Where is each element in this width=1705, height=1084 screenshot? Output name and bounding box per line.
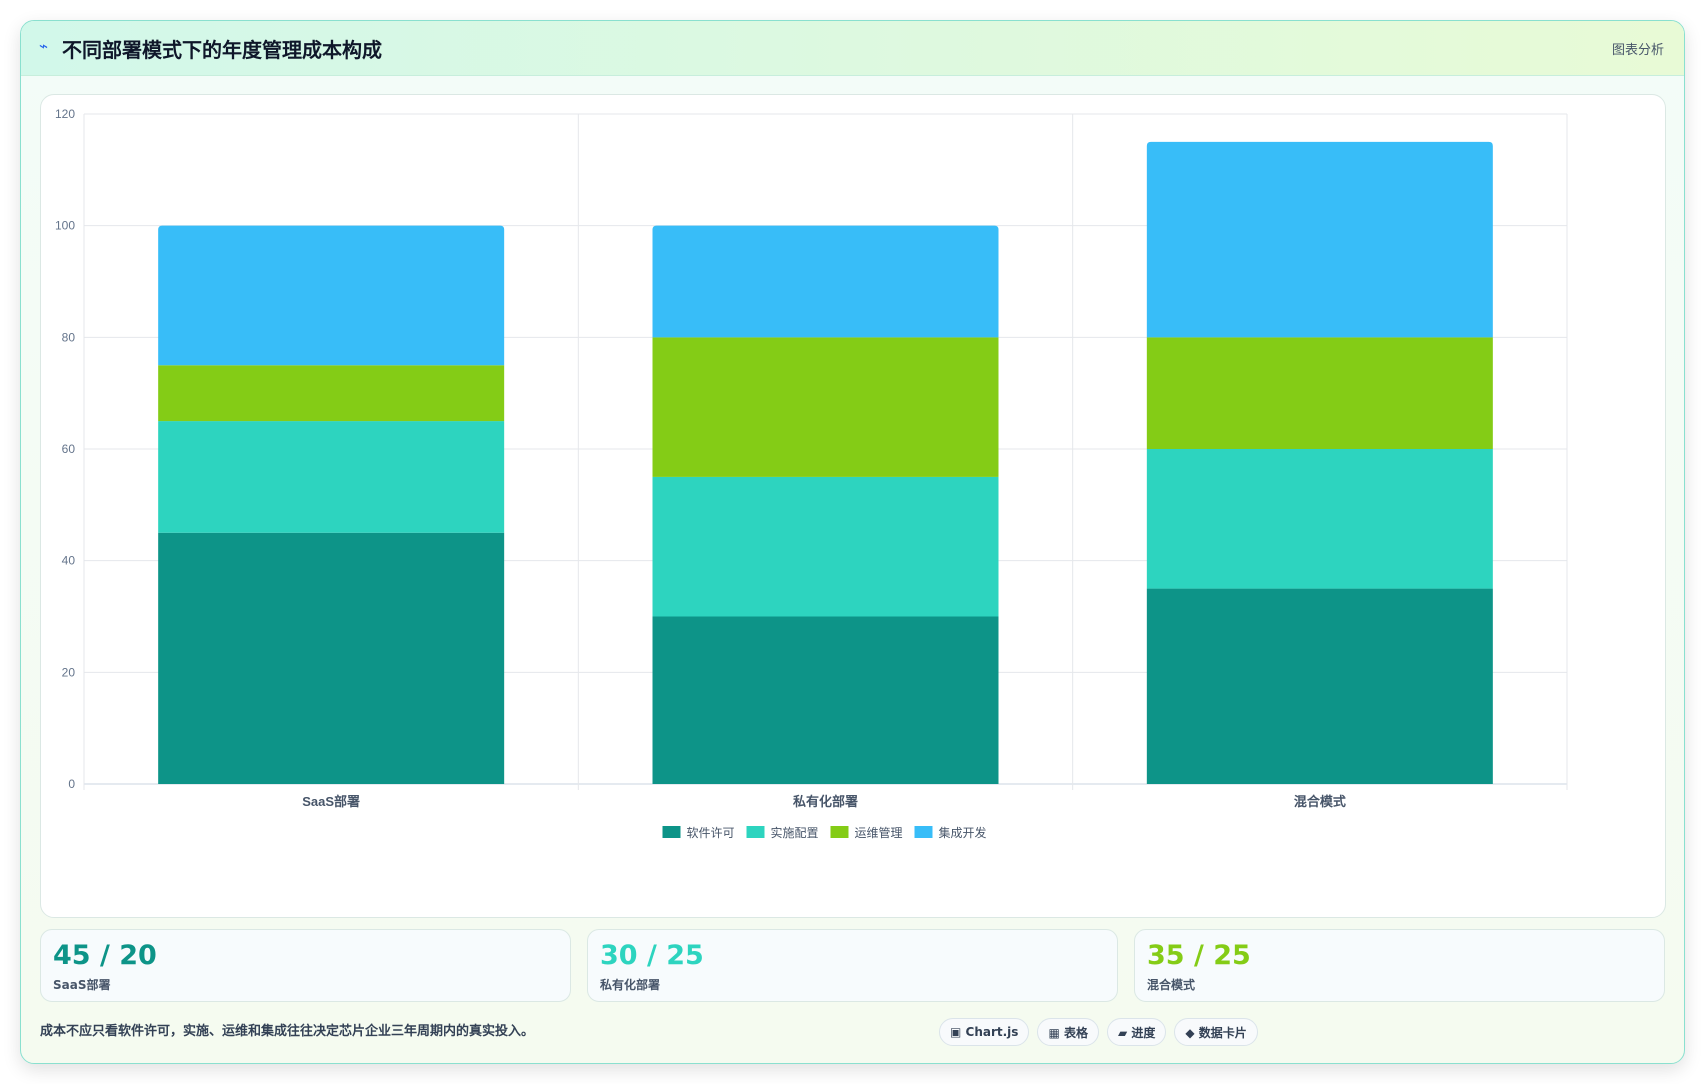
x-tick-label: 私有化部署 (793, 794, 858, 809)
bar-segment (1146, 449, 1493, 589)
stat-value: 35 / 25 (1147, 940, 1251, 971)
stat-label: SaaS部署 (53, 978, 111, 992)
stat-value: 30 / 25 (600, 940, 704, 971)
bar-segment (652, 337, 999, 477)
bar-segment (1146, 141, 1493, 338)
legend-swatch (746, 826, 765, 838)
data-card-badge[interactable]: ◆ 数据卡片 (1174, 1018, 1258, 1046)
panel-tag: 图表分析 (1611, 43, 1664, 58)
chart-card: 0 20 40 60 80 100 120 SaaS部署 私有化部署 混合模式软件许可 实施配置 运维… (40, 94, 1666, 918)
bar-segment (158, 225, 505, 366)
legend-label: 集成开发 (939, 825, 987, 840)
panel-header: ⌁ 不同部署模式下的年度管理成本构成 图表分析 (21, 21, 1684, 76)
bar-segment (1146, 337, 1493, 449)
badge-row: ▣ Chart.js ▦ 表格 ▰ 进度 ◆ 数据卡片 (939, 1018, 1258, 1046)
x-tick-label: SaaS部署 (302, 794, 360, 809)
legend-label: 软件许可 (687, 826, 735, 840)
y-tick-label: 40 (62, 554, 76, 568)
stat-card-hybrid: 35 / 25 混合模式 (1134, 929, 1665, 1002)
legend-swatch (830, 826, 849, 838)
y-tick-label: 100 (55, 219, 75, 233)
bar-segment (158, 532, 505, 784)
footer-note: 成本不应只看软件许可，实施、运维和集成往往决定芯片企业三年周期内的真实投入。 (40, 1024, 535, 1039)
y-tick-label: 20 (62, 665, 76, 679)
bar-segment (652, 616, 999, 784)
chartjs-badge[interactable]: ▣ Chart.js (939, 1018, 1030, 1046)
bar-segment (158, 365, 505, 422)
stat-label: 私有化部署 (600, 978, 661, 992)
y-tick-label: 0 (68, 777, 75, 791)
stat-card-private: 30 / 25 私有化部署 (587, 929, 1118, 1002)
y-tick-label: 80 (62, 330, 76, 344)
stat-card-saas: 45 / 20 SaaS部署 (40, 929, 571, 1002)
legend-label: 运维管理 (855, 825, 903, 840)
table-badge[interactable]: ▦ 表格 (1037, 1018, 1099, 1046)
legend-swatch (914, 826, 933, 838)
legend-swatch (662, 826, 681, 838)
bar-segment (652, 225, 999, 338)
panel-title: 不同部署模式下的年度管理成本构成 (62, 38, 382, 62)
bar-segment (158, 421, 505, 533)
x-tick-label: 混合模式 (1294, 794, 1346, 809)
bolt-icon: ⌁ (39, 37, 49, 55)
stat-value: 45 / 20 (53, 940, 157, 971)
chart-panel: ⌁ 不同部署模式下的年度管理成本构成 图表分析 0 20 40 60 80 100 120 S… (20, 20, 1685, 1064)
bar-segment (652, 476, 999, 617)
y-tick-label: 60 (62, 442, 76, 456)
bar-segment (1146, 588, 1493, 784)
legend-label: 实施配置 (771, 825, 819, 840)
progress-badge[interactable]: ▰ 进度 (1106, 1018, 1167, 1046)
y-tick-label: 120 (55, 107, 75, 121)
stat-label: 混合模式 (1147, 978, 1196, 992)
